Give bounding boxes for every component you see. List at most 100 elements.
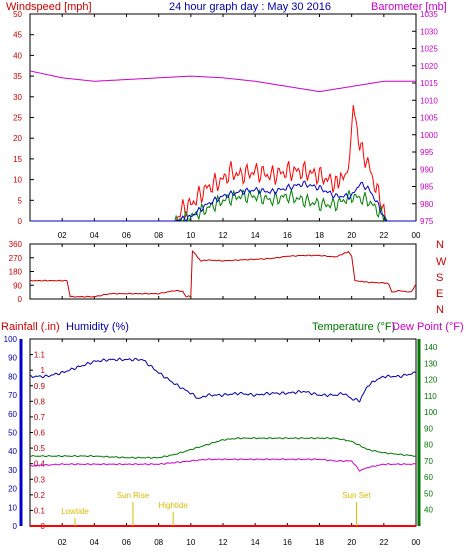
rainfall-tick-label: 0.4	[34, 460, 46, 469]
temperature-tick-label: 40	[424, 506, 433, 515]
barometer-tick-label: 980	[420, 200, 434, 209]
humidity-tick-label: 90	[8, 354, 17, 363]
wind-panel-x-tick-label: 18	[315, 231, 324, 240]
compass-label: E	[436, 288, 443, 300]
humidity-panel-x-tick-label: 04	[90, 538, 99, 547]
wind-panel-x-tick-label: 22	[379, 231, 388, 240]
direction-tick-label: 360	[9, 240, 23, 249]
windspeed-tick-label: 50	[13, 10, 22, 19]
wind-panel-x-tick-label: 00	[412, 231, 421, 240]
rainfall-tick-label: 0.2	[34, 491, 46, 500]
temperature-tick-label: 120	[424, 376, 438, 385]
rainfall-tick-label: 0.8	[34, 397, 46, 406]
series-barometer	[29, 70, 416, 93]
series-mean	[30, 180, 416, 222]
wind-panel-x-tick-label: 16	[283, 231, 292, 240]
wind-panel-x-tick-label: 04	[90, 231, 99, 240]
series-dewpoint	[29, 458, 417, 472]
humidity-panel-x-tick-label: 20	[347, 538, 356, 547]
humidity-axis-label: Humidity (%)	[66, 321, 129, 333]
barometer-tick-label: 1015	[420, 79, 438, 88]
humidity-panel-x-tick-label: 14	[251, 538, 260, 547]
wind-panel-x-tick-label: 08	[154, 231, 163, 240]
graph-title: 24 hour graph day : May 30 2016	[169, 1, 331, 13]
direction-tick-label: 90	[13, 281, 22, 290]
humidity-panel-x-tick-label: 22	[379, 538, 388, 547]
annotation-label: Hightide	[158, 501, 188, 510]
compass-label: N	[436, 239, 444, 251]
temperature-tick-label: 130	[424, 359, 438, 368]
windspeed-tick-label: 15	[13, 155, 22, 164]
barometer-tick-label: 1035	[420, 10, 438, 19]
temperature-tick-label: 100	[424, 408, 438, 417]
barometer-tick-label: 985	[420, 183, 434, 192]
temperature-tick-label: 70	[424, 457, 433, 466]
barometer-tick-label: 1000	[420, 131, 438, 140]
humidity-panel-x-tick-label: 18	[315, 538, 324, 547]
windspeed-tick-label: 45	[13, 31, 22, 40]
temperature-axis-label: Temperature (°F)	[312, 321, 395, 333]
direction-tick-label: 0	[18, 295, 23, 304]
humidity-tick-label: 50	[8, 429, 17, 438]
humidity-tick-label: 80	[8, 372, 17, 381]
rainfall-tick-label: 0.9	[34, 382, 46, 391]
barometer-tick-label: 995	[420, 148, 434, 157]
direction-tick-label: 180	[9, 268, 23, 277]
humidity-panel-x-tick-label: 02	[58, 538, 67, 547]
humidity-tick-label: 30	[8, 466, 17, 475]
humidity-tick-label: 20	[8, 485, 17, 494]
series-direction	[29, 249, 417, 298]
annotation-label: Sun Rise	[117, 491, 150, 500]
windspeed-tick-label: 10	[13, 176, 22, 185]
wind-panel-x-tick-label: 10	[186, 231, 195, 240]
humidity-panel-x-tick-label: 10	[186, 538, 195, 547]
windspeed-tick-label: 25	[13, 114, 22, 123]
series-humidity	[29, 357, 417, 403]
humidity-tick-label: 60	[8, 410, 17, 419]
wind-panel-x-tick-label: 20	[347, 231, 356, 240]
humidity-tick-label: 40	[8, 447, 17, 456]
humidity-panel-x-tick-label: 00	[412, 538, 421, 547]
direction-tick-label: 270	[9, 254, 23, 263]
temperature-tick-label: 80	[424, 441, 433, 450]
wind-panel-x-tick-label: 06	[122, 231, 131, 240]
barometer-tick-label: 1025	[420, 45, 438, 54]
rainfall-tick-label: 0.3	[34, 475, 46, 484]
barometer-axis-label: Barometer [mb]	[371, 1, 447, 13]
windspeed-tick-label: 30	[13, 93, 22, 102]
humidity-panel-x-tick-label: 12	[219, 538, 228, 547]
barometer-tick-label: 1020	[420, 62, 438, 71]
compass-label: N	[436, 304, 444, 316]
humidity-tick-label: 70	[8, 391, 17, 400]
compass-label: W	[436, 256, 447, 268]
dewpoint-axis-label: Dew Point (°F)	[392, 321, 464, 333]
series-temperature	[29, 436, 417, 459]
windspeed-tick-label: 20	[13, 134, 22, 143]
compass-label: S	[436, 272, 443, 284]
temperature-tick-label: 110	[424, 392, 437, 401]
wind-panel-x-tick-label: 02	[58, 231, 67, 240]
temperature-tick-label: 140	[424, 343, 438, 352]
annotation-label: Sun Set	[342, 491, 371, 500]
humidity-tick-label: 10	[8, 503, 17, 512]
windspeed-axis-label: Windspeed [mph]	[6, 1, 92, 13]
windspeed-tick-label: 5	[18, 196, 23, 205]
humidity-tick-label: 100	[4, 335, 18, 344]
barometer-tick-label: 1010	[420, 96, 438, 105]
plot-layer: 0510152025303540455097598098599099510001…	[4, 10, 447, 547]
rainfall-tick-label: 1	[41, 366, 46, 375]
wind-panel-x-tick-label: 14	[251, 231, 260, 240]
temperature-tick-label: 90	[424, 424, 433, 433]
humidity-panel-x-tick-label: 16	[283, 538, 292, 547]
rainfall-tick-label: 1.1	[34, 351, 46, 360]
barometer-tick-label: 1005	[420, 114, 438, 123]
wind-panel-x-tick-label: 12	[219, 231, 228, 240]
windspeed-tick-label: 35	[13, 72, 22, 81]
rainfall-tick-label: 0.1	[34, 506, 46, 515]
humidity-panel-x-tick-label: 08	[154, 538, 163, 547]
rainfall-tick-label: 0.6	[34, 429, 46, 438]
humidity-tick-label: 0	[13, 522, 18, 531]
humidity-panel-x-tick-label: 06	[122, 538, 131, 547]
